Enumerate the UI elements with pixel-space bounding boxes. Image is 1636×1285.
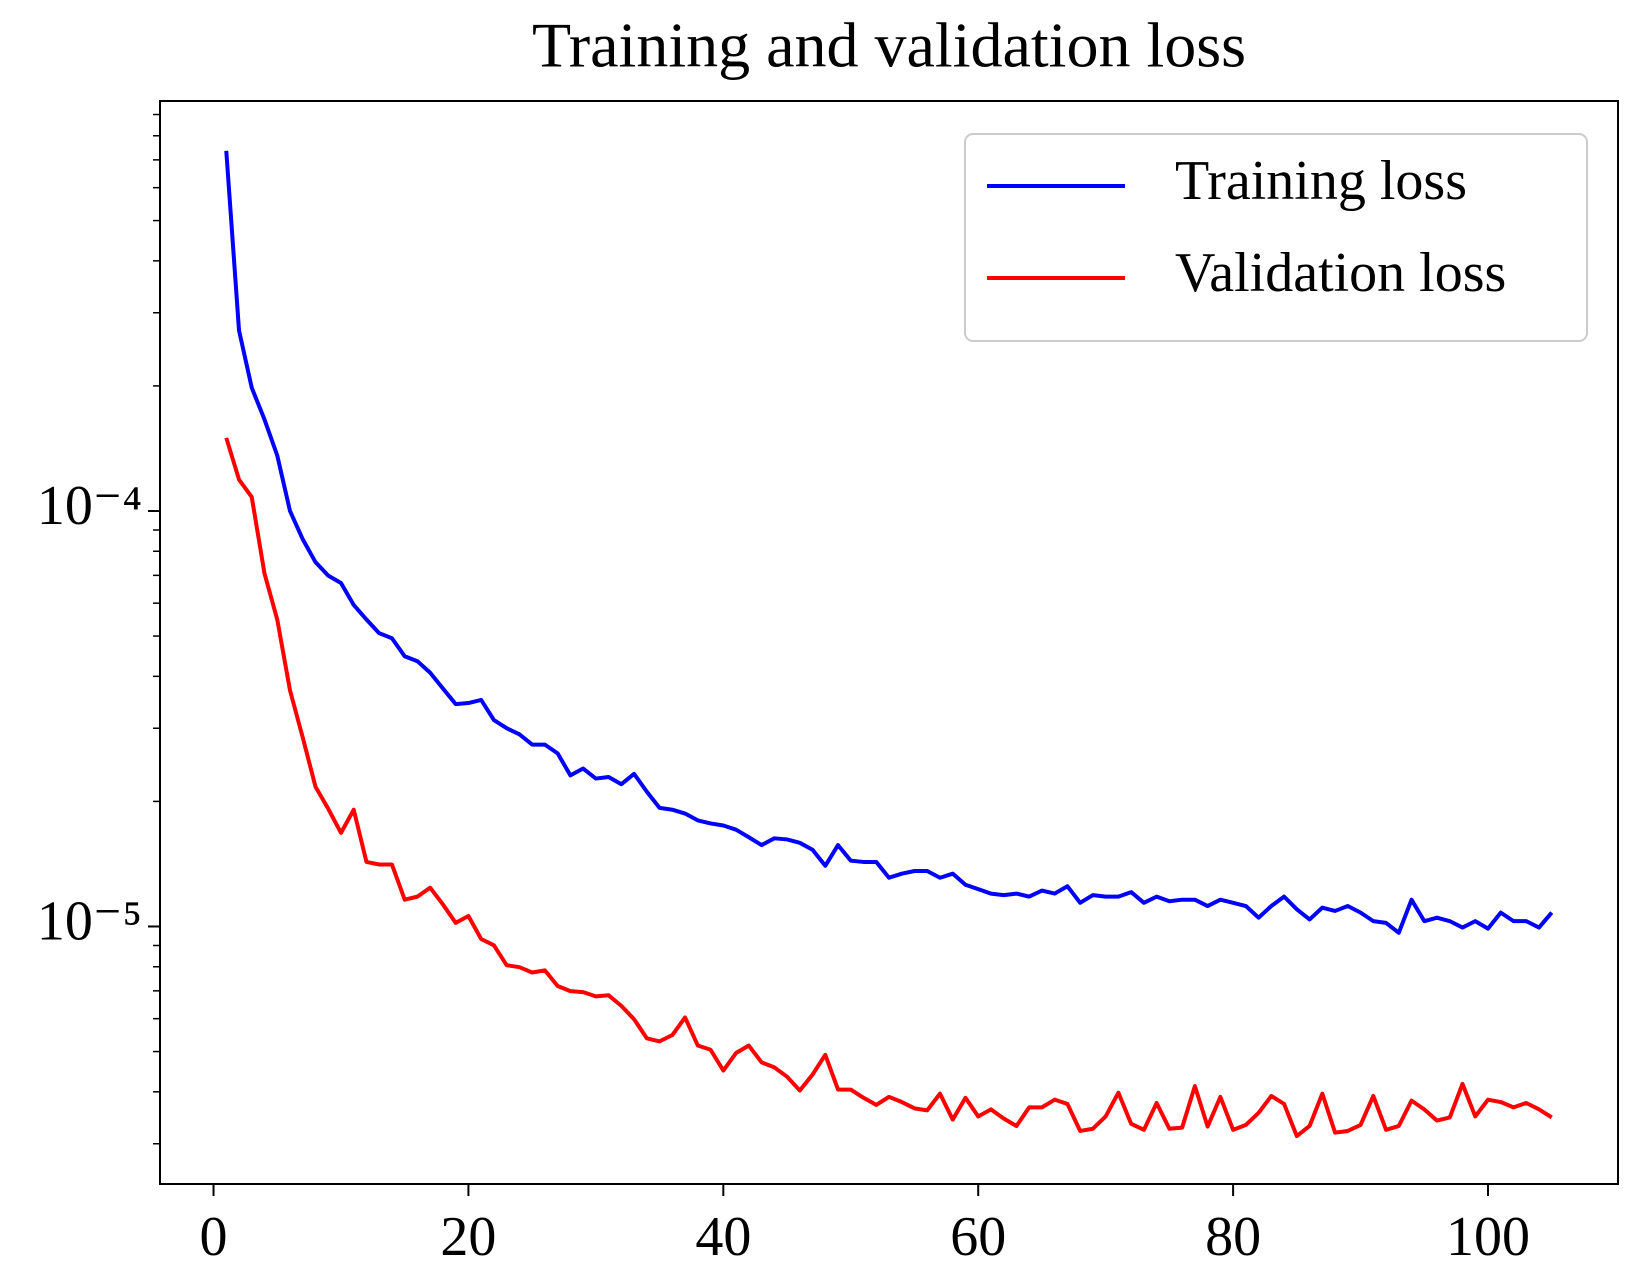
series-line — [224, 150, 1554, 935]
x-tick-label: 80 — [1205, 1206, 1261, 1268]
x-tick-label: 60 — [950, 1206, 1006, 1268]
chart-title: Training and validation loss — [532, 10, 1246, 81]
series-line — [224, 437, 1553, 1139]
x-tick-label: 40 — [695, 1206, 751, 1268]
legend-label: Training loss — [1175, 150, 1467, 212]
x-tick-label: 0 — [200, 1206, 228, 1268]
x-tick-label: 20 — [440, 1206, 496, 1268]
plot-frame — [159, 100, 1619, 1185]
y-tick-label: 10⁻⁴ — [37, 475, 142, 537]
legend-label: Validation loss — [1175, 242, 1506, 304]
legend: Training loss Validation loss — [964, 133, 1588, 342]
x-tick-label: 100 — [1446, 1206, 1530, 1268]
y-tick-label: 10⁻⁵ — [37, 890, 142, 952]
